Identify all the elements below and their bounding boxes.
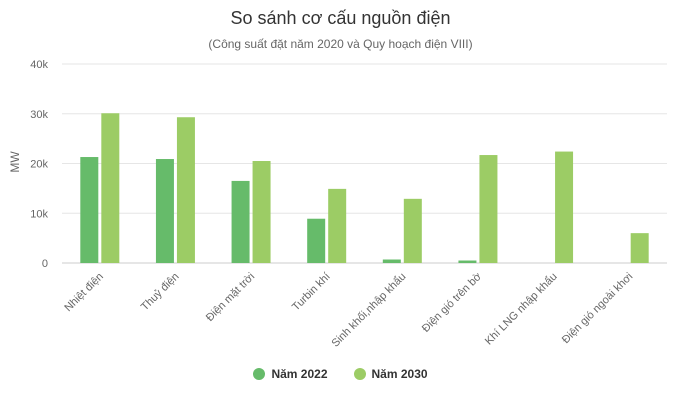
x-tick-label: Nhiệt điện (62, 271, 106, 315)
y-axis-ticks: 0 10k 20k 30k 40k (30, 59, 48, 270)
bar[interactable] (176, 117, 195, 263)
bars (80, 113, 649, 263)
bar[interactable] (101, 113, 120, 263)
bar[interactable] (252, 161, 271, 263)
y-tick-label: 0 (42, 258, 48, 270)
bar[interactable] (231, 180, 250, 263)
bar[interactable] (307, 218, 326, 263)
y-tick-label: 10k (30, 208, 48, 220)
chart-subtitle: (Công suất đặt năm 2020 và Quy hoạch điệ… (208, 37, 473, 51)
bar[interactable] (80, 157, 99, 263)
grid-lines (62, 63, 667, 264)
bar[interactable] (458, 260, 477, 263)
x-tick-label: Khí LNG nhập khẩu (483, 271, 560, 348)
x-tick-label: Sinh khối,nhập khẩu (329, 271, 408, 350)
legend-swatch (253, 368, 266, 380)
x-tick-label: Thuỷ điện (139, 271, 182, 314)
x-tick-label: Điện mặt trời (204, 271, 257, 324)
legend-item[interactable]: Năm 2022 (253, 367, 328, 381)
x-tick-label: Điện gió ngoài khơi (560, 271, 635, 346)
bar[interactable] (382, 259, 401, 263)
x-tick-label: Điện gió trên bờ (420, 271, 484, 335)
bar[interactable] (155, 159, 174, 263)
legend-item[interactable]: Năm 2030 (353, 367, 428, 381)
bar[interactable] (479, 155, 498, 263)
bar[interactable] (555, 151, 574, 263)
x-axis-ticks: Nhiệt điện Thuỷ điện Điện mặt trời Turbin k… (62, 271, 635, 350)
y-tick-label: 40k (30, 59, 48, 71)
y-axis-label: MW (8, 151, 22, 173)
legend-label: Năm 2030 (371, 367, 428, 381)
x-tick-label: Turbin khí (290, 271, 333, 314)
y-tick-label: 30k (30, 109, 48, 121)
bar[interactable] (403, 198, 422, 263)
y-tick-label: 20k (30, 159, 48, 171)
bar[interactable] (630, 233, 649, 263)
chart-legend: Năm 2022 Năm 2030 (0, 367, 681, 381)
legend-swatch (353, 368, 366, 380)
bar[interactable] (328, 188, 347, 263)
chart-title: So sánh cơ cấu nguồn điện (230, 8, 451, 28)
legend-label: Năm 2022 (271, 367, 328, 381)
